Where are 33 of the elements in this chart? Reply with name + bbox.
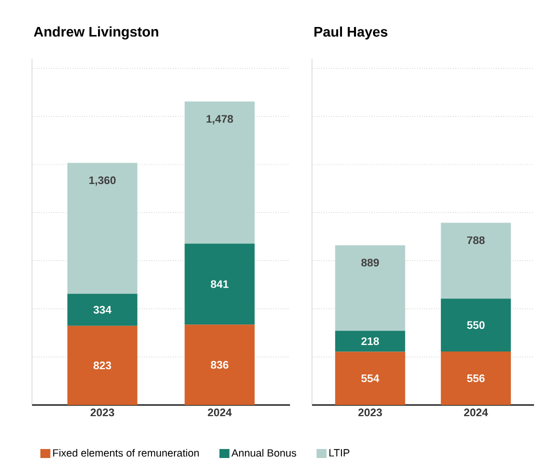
bar: [440, 352, 511, 405]
data-label: 556: [467, 374, 485, 382]
bar: [335, 330, 406, 352]
legend-label: Annual Bonus: [231, 448, 296, 457]
bar: [184, 244, 255, 325]
bar: [67, 326, 138, 405]
bar: [335, 352, 406, 405]
bar: [184, 101, 255, 244]
bar: [184, 324, 255, 405]
x-tick-label: 2023: [90, 408, 114, 416]
bar: [67, 162, 138, 294]
data-label: 889: [361, 258, 379, 266]
legend-label: LTIP: [329, 449, 350, 456]
data-label: 334: [93, 306, 112, 314]
data-label: 823: [94, 362, 112, 370]
data-label: 554: [361, 374, 380, 382]
legend-label: Fixed elements of remuneration: [53, 448, 199, 457]
data-label: 550: [467, 321, 485, 329]
x-tick-label: 2023: [358, 408, 382, 416]
data-label: 218: [361, 337, 379, 346]
bar: [335, 245, 406, 331]
bar: [67, 294, 138, 326]
bar: [440, 222, 511, 299]
data-label: 1,360: [89, 176, 116, 186]
chart-title: Andrew Livingston: [34, 26, 158, 40]
data-label: 1,478: [206, 115, 234, 124]
chart-title: Paul Hayes: [314, 26, 388, 40]
data-label: 788: [467, 236, 485, 244]
bar: [440, 298, 511, 352]
x-tick-label: 2024: [208, 408, 232, 416]
x-tick-label: 2024: [464, 408, 488, 416]
data-label: 841: [210, 280, 228, 288]
data-label: 836: [210, 360, 228, 369]
